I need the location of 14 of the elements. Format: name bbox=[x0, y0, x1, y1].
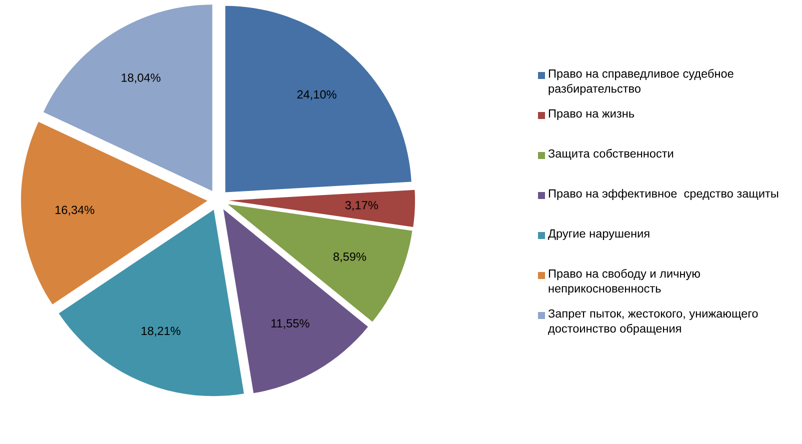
data-label: 18,04% bbox=[122, 74, 160, 84]
data-label: 16,34% bbox=[56, 206, 94, 216]
data-label: 3,17% bbox=[345, 200, 378, 211]
legend-label: Право на эффективное средство защиты bbox=[548, 189, 778, 200]
data-label: 8,59% bbox=[333, 252, 366, 262]
legend-label: Право на жизнь bbox=[548, 109, 634, 120]
legend-label: Другие нарушения bbox=[548, 229, 650, 240]
legend-label: Право на справедливое судебное разбирательство bbox=[548, 69, 734, 96]
legend-label: Право на свободу и личную неприкосновенность bbox=[548, 269, 700, 295]
legend-label: Запрет пыток, жестокого, унижающего достоинство обращения bbox=[548, 309, 758, 336]
data-label: 11,55% bbox=[271, 319, 310, 329]
data-label: 24,10% bbox=[297, 90, 336, 100]
legend-label: Защита собственности bbox=[548, 148, 674, 160]
data-label: 18,21% bbox=[142, 326, 180, 336]
